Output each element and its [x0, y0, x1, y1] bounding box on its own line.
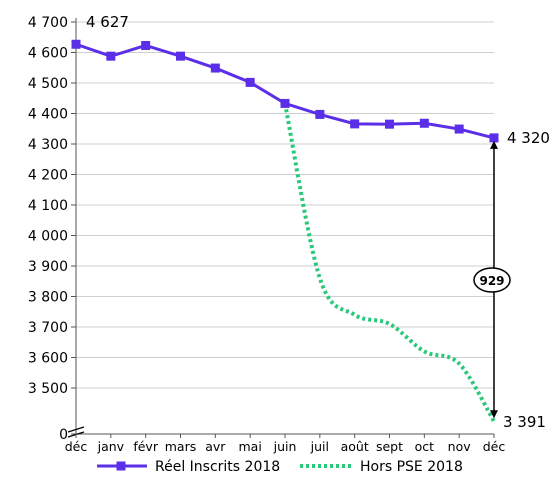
- legend-label-reel: Réel Inscrits 2018: [155, 459, 280, 475]
- data-point-marker: [71, 39, 81, 49]
- gap-value-label: 929: [479, 274, 504, 288]
- y-tick-label: 4 700: [28, 15, 68, 31]
- data-point-marker: [350, 119, 360, 129]
- series-line-hors-pse: [283, 103, 496, 423]
- data-point-marker: [106, 51, 116, 61]
- series-markers: [71, 39, 499, 143]
- x-tick-label: oct: [415, 439, 435, 454]
- y-tick-label: 3 500: [28, 381, 68, 397]
- start-value-label: 4 627: [86, 13, 129, 31]
- gap-badge: 929: [473, 267, 511, 293]
- x-tick-label: avr: [205, 439, 226, 454]
- grid-lines: [76, 21, 494, 389]
- x-tick-label: déc: [483, 439, 506, 454]
- y-tick-label: 3 900: [28, 259, 68, 275]
- legend: Réel Inscrits 2018 Hors PSE 2018: [97, 459, 463, 475]
- y-tick-label: 0: [59, 427, 68, 443]
- y-tick-label: 4 600: [28, 46, 68, 62]
- x-tick-label: févr: [133, 439, 158, 454]
- x-tick-label: juin: [273, 439, 297, 454]
- y-tick-label: 4 500: [28, 76, 68, 92]
- x-tick-label: sept: [376, 439, 403, 454]
- end-value-bottom-label: 3 391: [503, 413, 546, 431]
- y-tick-label: 3 600: [28, 351, 68, 367]
- data-point-marker: [454, 124, 464, 134]
- x-tick-label: mai: [239, 439, 262, 454]
- x-tick-label: août: [341, 439, 369, 454]
- arrow-up-icon: [490, 140, 498, 149]
- data-point-marker: [385, 119, 394, 129]
- y-tick-label: 4 100: [28, 198, 68, 214]
- x-tick-label: nov: [448, 439, 472, 454]
- arrow-down-icon: [490, 410, 498, 419]
- data-point-marker: [210, 63, 220, 73]
- x-tick-label: déc: [65, 439, 88, 454]
- data-point-marker: [245, 77, 255, 87]
- data-point-marker: [280, 98, 290, 108]
- legend-item-hors-pse: Hors PSE 2018: [300, 459, 463, 475]
- x-tick-label: mars: [165, 439, 197, 454]
- legend-item-reel: Réel Inscrits 2018: [97, 459, 280, 475]
- y-axis-ticks: 4 700 4 600 4 500 4 400 4 300 4 200 4 100 4 000…: [28, 15, 76, 443]
- y-tick-label: 4 200: [28, 168, 68, 184]
- data-point-marker: [315, 109, 325, 119]
- y-tick-label: 3 700: [28, 320, 68, 336]
- data-point-marker: [489, 133, 499, 143]
- end-value-top-label: 4 320: [507, 129, 550, 147]
- legend-label-hors-pse: Hors PSE 2018: [360, 459, 463, 475]
- data-point-marker: [141, 40, 151, 50]
- x-tick-label: janv: [97, 439, 125, 454]
- legend-square-marker-icon: [116, 461, 126, 471]
- x-axis-ticks: déc janv févr mars avr mai juin juil août sept oct…: [65, 434, 506, 454]
- x-tick-label: juil: [310, 439, 329, 454]
- y-tick-label: 3 800: [28, 290, 68, 306]
- data-point-marker: [176, 51, 185, 61]
- data-point-marker: [419, 118, 429, 128]
- series-line-reel: [75, 42, 495, 140]
- y-tick-label: 4 300: [28, 137, 68, 153]
- y-tick-label: 4 000: [28, 229, 68, 245]
- y-tick-label: 4 400: [28, 107, 68, 123]
